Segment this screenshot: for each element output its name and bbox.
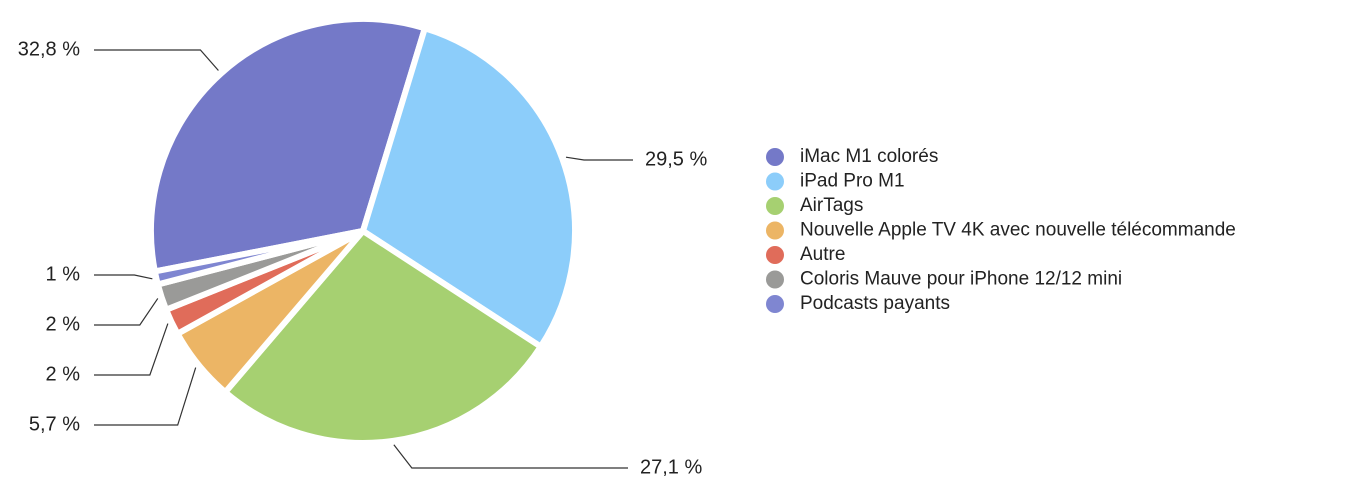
legend-label: Podcasts payants (800, 293, 950, 314)
legend-swatch (766, 270, 784, 289)
legend-label: Autre (800, 244, 845, 265)
leader-line (94, 367, 197, 426)
pie-slice (148, 16, 428, 275)
data-label: 2 % (46, 363, 81, 385)
legend-label: Nouvelle Apple TV 4K avec nouvelle téléc… (800, 220, 1236, 241)
pie-slice (222, 228, 544, 446)
leader-line (565, 156, 633, 161)
leader-line (393, 444, 628, 469)
legend-swatch (766, 246, 784, 264)
data-label: 27,1 % (640, 456, 702, 478)
leader-line (94, 274, 153, 280)
legend-swatch (766, 221, 784, 240)
leader-line (94, 49, 219, 71)
legend-swatch (766, 197, 784, 215)
legend-swatch (766, 295, 784, 313)
pie-slice (360, 25, 578, 350)
data-label: 1 % (46, 263, 81, 285)
data-label: 32,8 % (18, 38, 80, 60)
data-label: 5,7 % (29, 413, 80, 435)
legend-swatch (766, 148, 784, 166)
pie-slice (151, 228, 366, 288)
leader-line (94, 323, 169, 376)
legend-label: AirTags (800, 195, 863, 216)
legend-label: iPad Pro M1 (800, 171, 905, 192)
legend-label: Coloris Mauve pour iPhone 12/12 mini (800, 269, 1122, 290)
data-label: 2 % (46, 313, 81, 335)
legend-swatch (766, 172, 784, 191)
data-label: 29,5 % (645, 148, 707, 170)
legend-label: iMac M1 colorés (800, 146, 938, 167)
leader-line (94, 298, 159, 326)
